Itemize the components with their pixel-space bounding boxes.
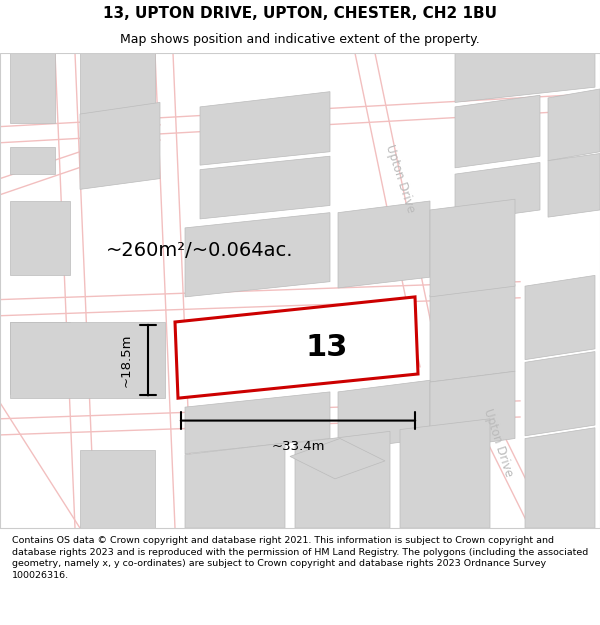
- Polygon shape: [525, 276, 595, 359]
- Text: Map shows position and indicative extent of the property.: Map shows position and indicative extent…: [120, 33, 480, 46]
- Polygon shape: [455, 53, 595, 102]
- Text: 13: 13: [305, 333, 347, 362]
- Polygon shape: [430, 199, 515, 297]
- Polygon shape: [455, 95, 540, 168]
- Text: 13, UPTON DRIVE, UPTON, CHESTER, CH2 1BU: 13, UPTON DRIVE, UPTON, CHESTER, CH2 1BU: [103, 6, 497, 21]
- Text: Upton Drive: Upton Drive: [383, 143, 417, 214]
- Polygon shape: [185, 443, 285, 528]
- Polygon shape: [10, 322, 165, 398]
- Polygon shape: [80, 102, 160, 189]
- Polygon shape: [525, 352, 595, 436]
- Polygon shape: [430, 284, 515, 382]
- Polygon shape: [10, 148, 55, 174]
- Polygon shape: [200, 156, 330, 219]
- Polygon shape: [80, 53, 155, 123]
- Polygon shape: [338, 380, 430, 450]
- Polygon shape: [455, 162, 540, 222]
- Text: ~18.5m: ~18.5m: [119, 333, 133, 387]
- Polygon shape: [548, 89, 600, 161]
- Polygon shape: [525, 428, 595, 528]
- Polygon shape: [10, 322, 70, 394]
- Polygon shape: [400, 419, 490, 528]
- Polygon shape: [200, 92, 330, 165]
- Text: Contains OS data © Crown copyright and database right 2021. This information is : Contains OS data © Crown copyright and d…: [12, 536, 588, 580]
- Polygon shape: [185, 213, 330, 297]
- Polygon shape: [10, 53, 55, 123]
- Polygon shape: [338, 201, 430, 288]
- Text: ~33.4m: ~33.4m: [271, 440, 325, 453]
- Polygon shape: [430, 371, 515, 450]
- Polygon shape: [175, 297, 418, 398]
- Polygon shape: [295, 431, 390, 528]
- Polygon shape: [185, 392, 330, 454]
- Text: Upton Drive: Upton Drive: [481, 408, 515, 479]
- Polygon shape: [80, 450, 155, 528]
- Polygon shape: [548, 154, 600, 217]
- Polygon shape: [10, 201, 70, 276]
- Text: ~260m²/~0.064ac.: ~260m²/~0.064ac.: [106, 241, 294, 260]
- Polygon shape: [290, 439, 385, 479]
